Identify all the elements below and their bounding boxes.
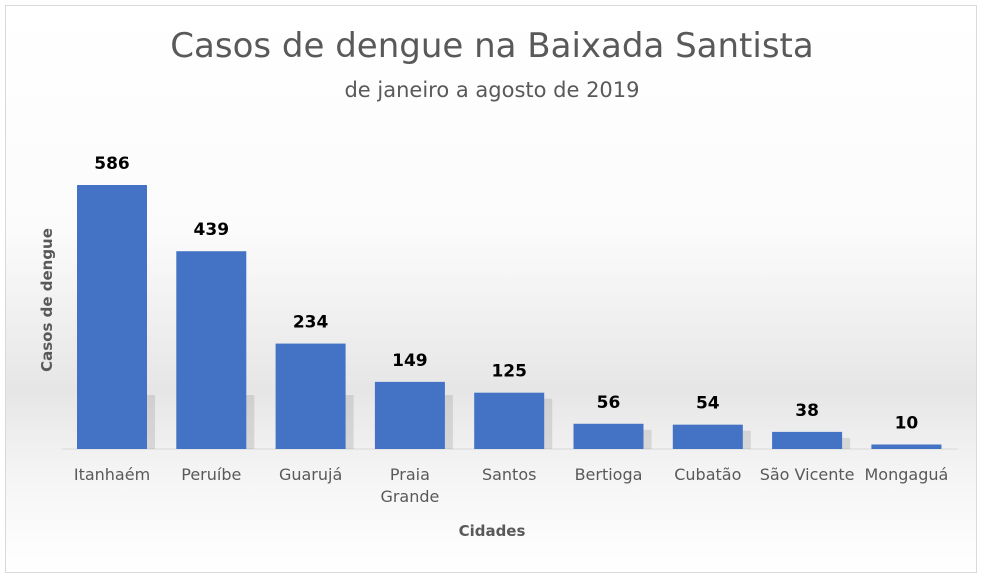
category-label: Bertioga (575, 465, 643, 484)
category-labels-group: Itanhaém Peruíbe Guarujá Praia Grande Santos B… (74, 465, 948, 506)
bar (871, 444, 942, 449)
value-label: 38 (795, 401, 819, 421)
category-label: Santos (482, 465, 537, 484)
chart-title: Casos de dengue na Baixada Santista (170, 26, 814, 66)
value-label: 439 (194, 220, 230, 240)
bar (772, 431, 843, 449)
value-label: 125 (491, 362, 527, 382)
value-label: 54 (696, 394, 720, 414)
bar (275, 343, 346, 449)
x-axis-label: Cidades (458, 522, 526, 540)
bars-group (77, 185, 942, 449)
category-label: Itanhaém (74, 465, 150, 484)
bar (374, 381, 445, 449)
category-label: Cubatão (674, 465, 741, 484)
bar (77, 185, 147, 449)
category-label: Peruíbe (181, 465, 241, 484)
bar (474, 392, 545, 449)
category-label: Praia Grande (380, 465, 439, 506)
category-label: Guarujá (279, 465, 342, 484)
category-label: Mongaguá (865, 465, 949, 484)
value-label: 149 (392, 351, 428, 371)
bar (176, 251, 247, 449)
value-label: 10 (895, 413, 919, 433)
value-label: 234 (293, 313, 329, 333)
category-label: São Vicente (760, 465, 855, 484)
chart-frame (5, 5, 977, 573)
bar (573, 423, 644, 449)
value-labels-group: 586 439 234 149 125 56 54 38 10 (94, 154, 918, 433)
value-label: 586 (94, 154, 130, 174)
bar (672, 424, 743, 449)
value-label: 56 (597, 393, 621, 413)
chart-subtitle: de janeiro a agosto de 2019 (344, 78, 640, 102)
